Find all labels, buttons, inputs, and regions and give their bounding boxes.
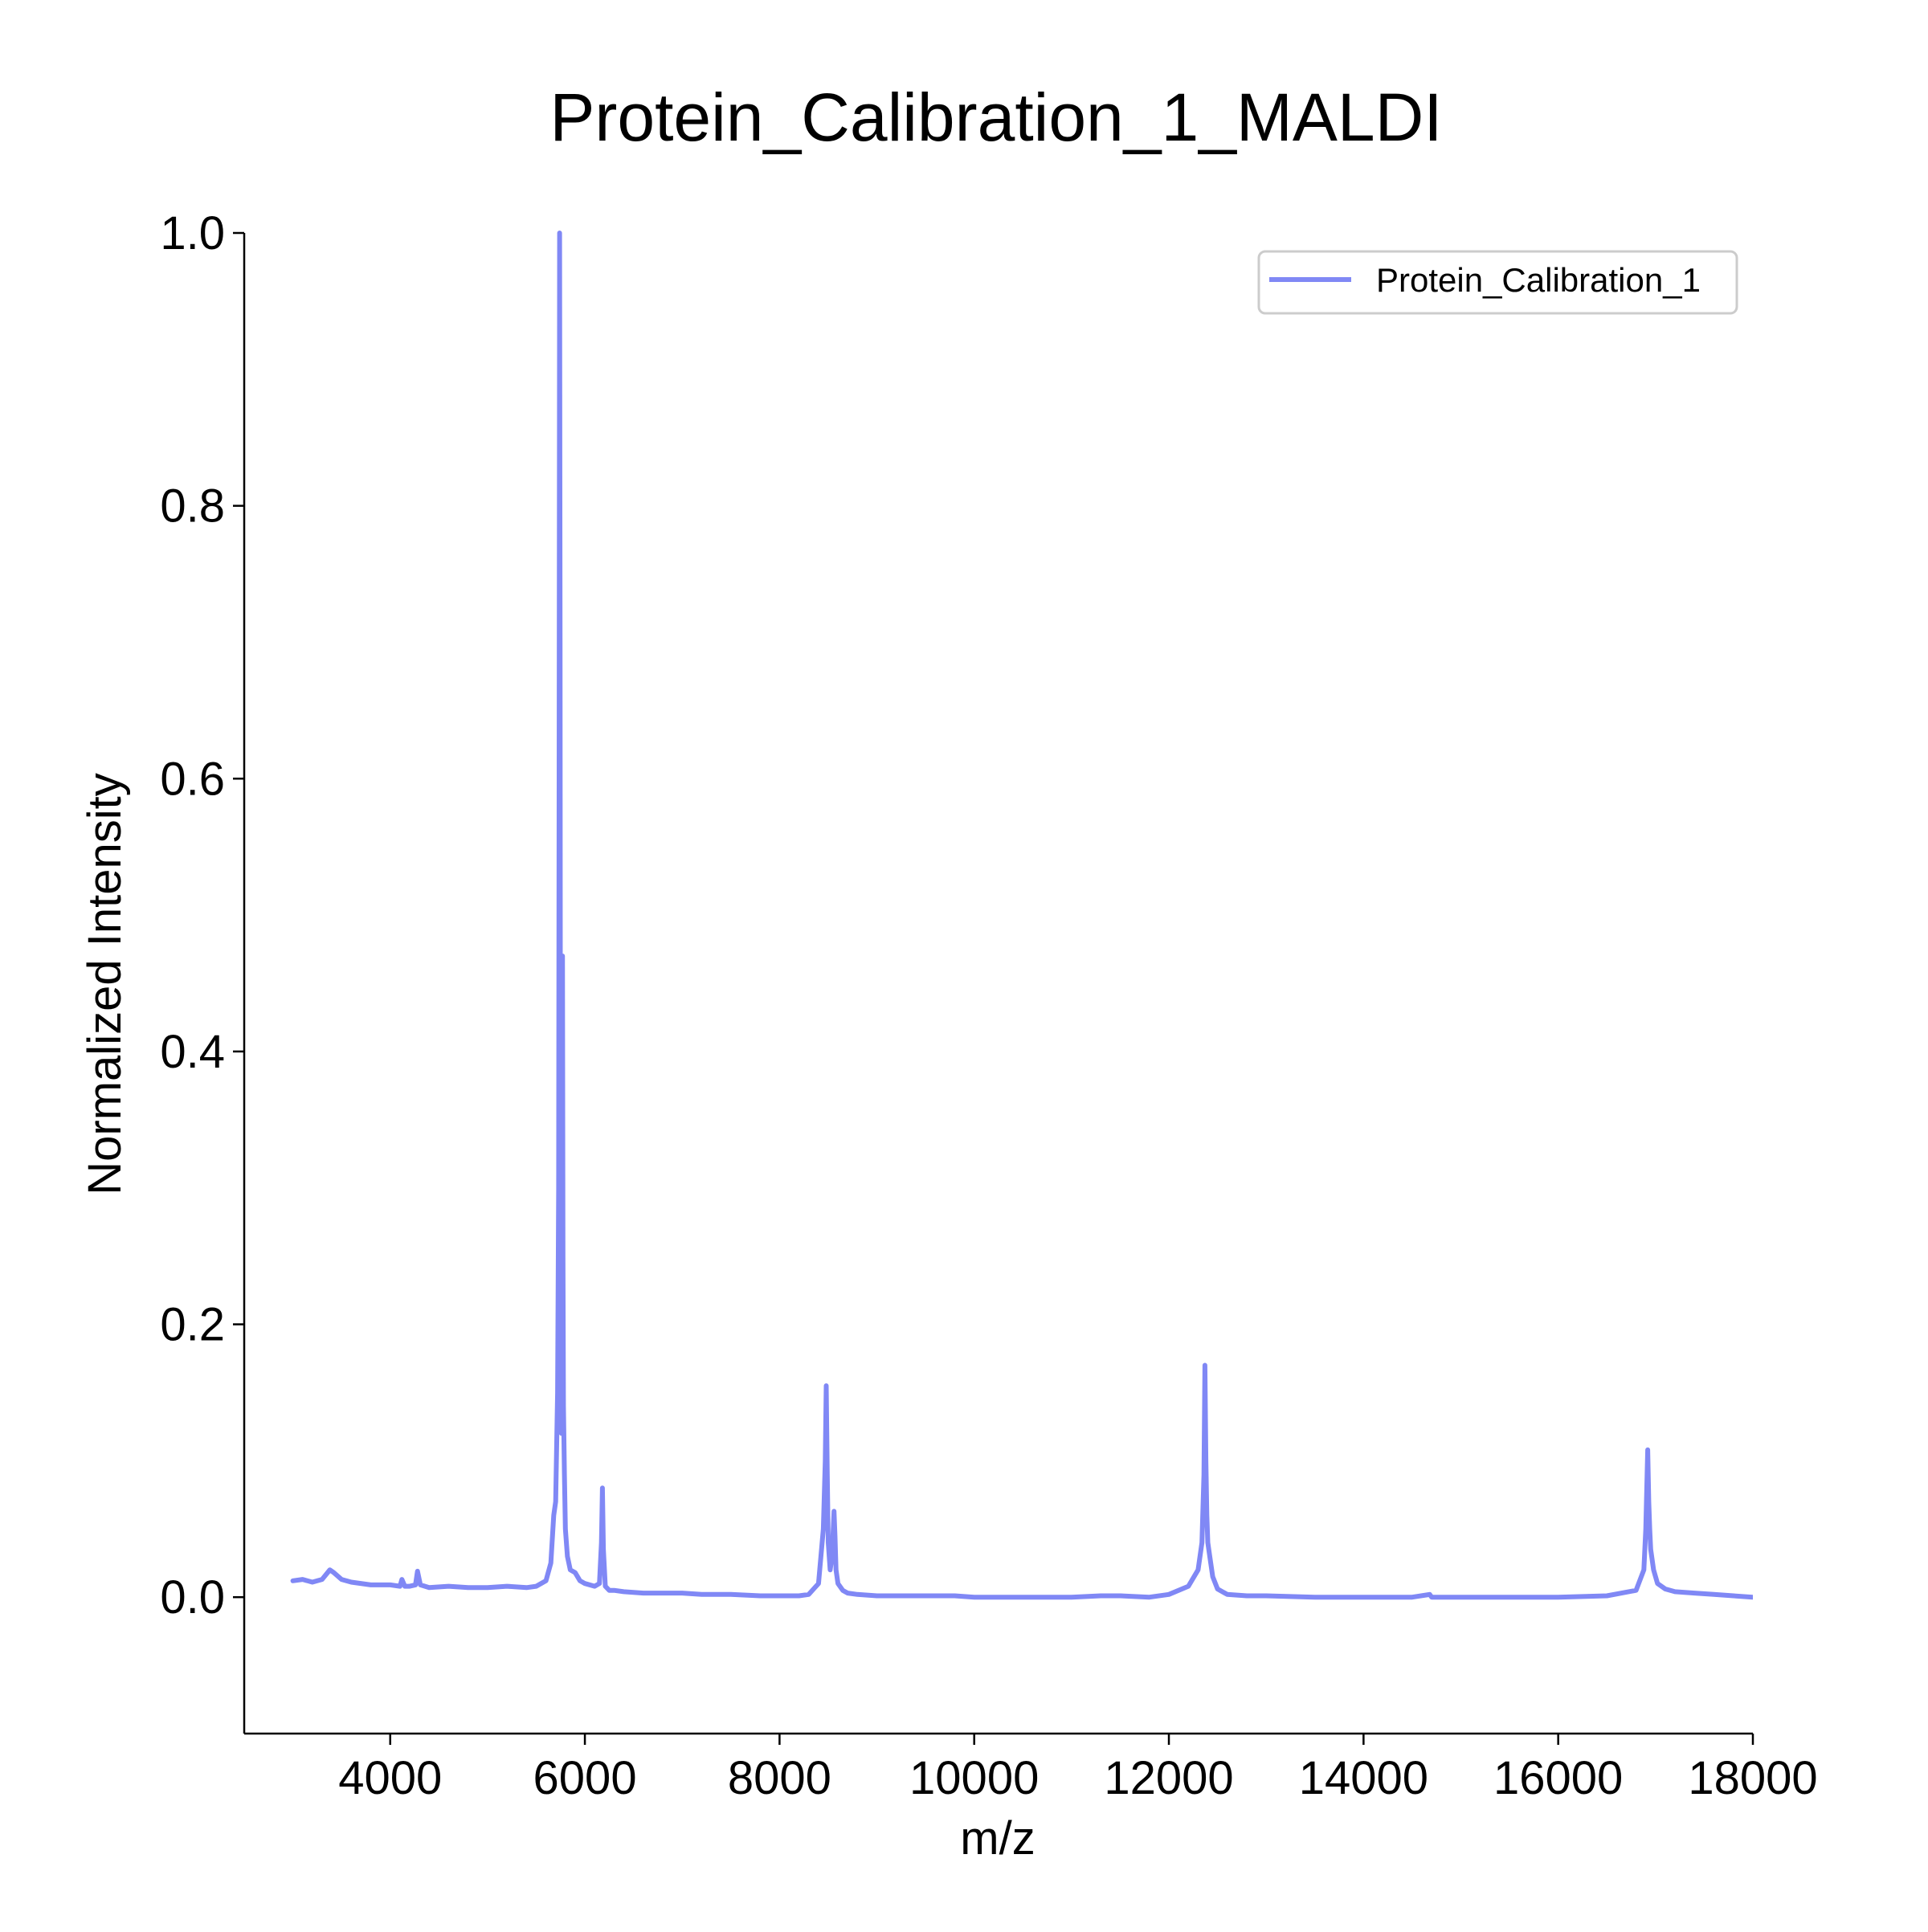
x-tick-label: 12000 [1104, 1752, 1233, 1804]
x-tick-label: 14000 [1299, 1752, 1428, 1804]
series-lines [290, 231, 1753, 1600]
y-tick-label: 0.4 [160, 1026, 225, 1078]
x-tick-label: 6000 [533, 1752, 637, 1804]
y-tick-label: 0.0 [160, 1571, 225, 1624]
x-tick-label: 10000 [909, 1752, 1039, 1804]
x-tick-label: 4000 [338, 1752, 442, 1804]
series-line-0 [290, 231, 1753, 1600]
chart-title: Protein_Calibration_1_MALDI [549, 80, 1442, 155]
x-tick-label: 18000 [1688, 1752, 1817, 1804]
x-axis-ticks: 4000 6000 8000 10000 12000 14000 16000 18000 [338, 1734, 1818, 1804]
y-tick-label: 1.0 [160, 207, 225, 259]
y-tick-label: 0.2 [160, 1299, 225, 1351]
legend-label-protein-calibration-1: Protein_Calibration_1 [1376, 261, 1701, 299]
x-tick-label: 16000 [1493, 1752, 1623, 1804]
x-tick-label: 8000 [728, 1752, 831, 1804]
y-axis-label: Normalized Intensity [79, 773, 131, 1195]
y-axis-ticks: 0.0 0.2 0.4 0.6 0.8 1.0 [160, 207, 244, 1624]
x-axis-label: m/z [960, 1812, 1035, 1865]
axes [243, 233, 1753, 1735]
y-tick-label: 0.8 [160, 480, 225, 533]
y-tick-label: 0.6 [160, 753, 225, 805]
legend-box [1257, 250, 1738, 315]
legend: Protein_Calibration_1 [1257, 250, 1738, 315]
